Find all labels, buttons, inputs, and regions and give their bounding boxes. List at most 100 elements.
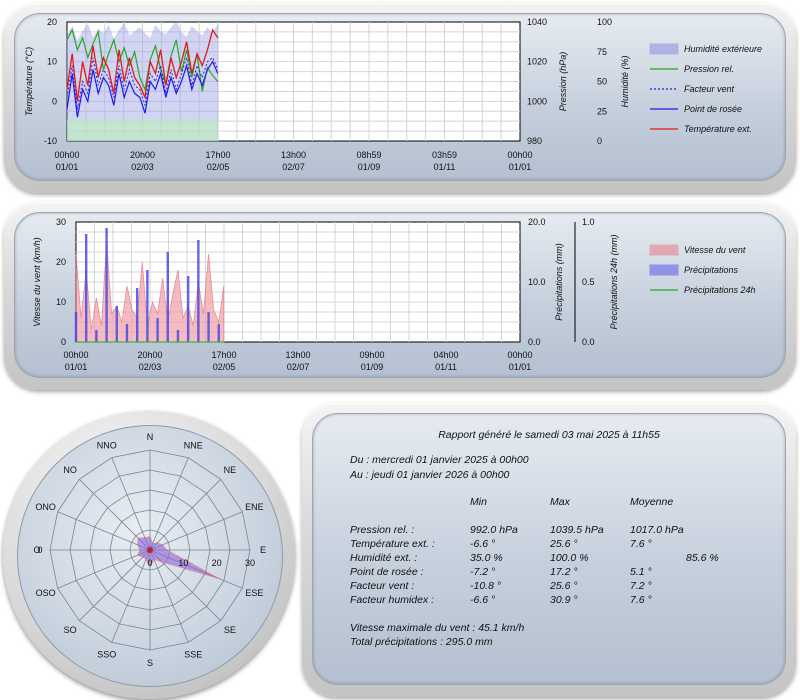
series-area-band [67, 119, 218, 141]
rose-spoke [111, 457, 151, 551]
rose-spoke [57, 511, 151, 551]
x-tick-date: 02/03 [139, 362, 162, 372]
precip-bar [186, 276, 190, 342]
x-tick-date: 01/11 [434, 162, 456, 172]
precip-bar [166, 252, 169, 342]
row-min: -6.6 ° [470, 538, 496, 550]
row-avg: 7.6 ° [630, 538, 652, 550]
y-axis-label-pressure: Pression (hPa) [558, 52, 568, 112]
row-label: Température ext. : [350, 538, 435, 550]
rose-direction-label: SE [224, 625, 236, 635]
y-axis-label-precip: Précipitations (mm) [554, 243, 564, 321]
rose-data-polygon [137, 536, 218, 579]
report-text: Rapport généré le samedi 03 mai 2025 à 1… [313, 414, 785, 684]
series-line-temperature [66, 28, 219, 102]
rose-radial-tick: 30 [245, 558, 255, 568]
precip-bar [115, 306, 118, 342]
row-max: 17.2 ° [550, 566, 578, 578]
rose-direction-label: NO [63, 465, 77, 475]
temperature-chart: 20100-101040102010009801007550250Tempéra… [24, 17, 762, 172]
rose-spoke [149, 457, 189, 551]
report-from: Du : mercredi 01 janvier 2025 à 00h00 [350, 454, 529, 466]
legend-label: Vitesse du vent [684, 245, 746, 255]
x-tick-time: 13h00 [285, 350, 310, 360]
row-min: -7.2 ° [470, 566, 496, 578]
precip-bar [125, 324, 129, 342]
x-tick-date: 02/07 [287, 362, 310, 372]
x-tick-time: 00h00 [63, 350, 88, 360]
x-tick-date: 01/09 [361, 362, 384, 372]
x-tick-date: 01/01 [509, 162, 532, 172]
row-avg: 1017.0 hPa [630, 524, 684, 536]
y-tick-precip24: 0.5 [582, 277, 595, 287]
header-avg: Moyenne [630, 496, 674, 508]
x-tick-date: 01/09 [358, 162, 381, 172]
row-max: 1039.5 hPa [550, 524, 604, 536]
rose-center [147, 547, 153, 553]
y-tick-left: 10 [56, 297, 66, 307]
y-tick-precip: 10.0 [528, 277, 546, 287]
x-tick-time: 13h00 [281, 150, 306, 160]
rose-direction-label: NNE [184, 441, 203, 451]
row-label: Facteur humidex : [350, 594, 435, 606]
row-min: 992.0 hPa [470, 524, 518, 536]
precip-bar [74, 312, 78, 342]
header-max: Max [550, 496, 570, 508]
row-avg: 7.2 ° [630, 580, 652, 592]
y-tick-pressure: 1000 [527, 96, 547, 106]
x-tick-time: 20h00 [137, 350, 162, 360]
rose-radial-tick: 10 [178, 558, 188, 568]
rose-direction-label: E [260, 545, 266, 555]
y-axis-label-humidity: Humidité (%) [620, 55, 630, 107]
rose-spoke [149, 511, 243, 551]
legend-label: Température ext. [684, 124, 752, 134]
x-tick-time: 04h00 [433, 350, 458, 360]
x-tick-time: 09h00 [359, 350, 384, 360]
y-tick-pressure: 980 [527, 136, 542, 146]
x-tick-date: 02/05 [207, 162, 230, 172]
x-tick-time: 20h00 [130, 150, 155, 160]
x-tick-date: 01/01 [509, 362, 532, 372]
precip-bar [105, 228, 108, 342]
rose-direction-label: SO [64, 625, 77, 635]
rose-radial-tick: 0 [37, 545, 42, 555]
y-tick-humidity: 25 [597, 106, 607, 116]
y-tick-pressure: 1020 [527, 57, 547, 67]
legend-swatch [649, 264, 679, 276]
series-area-humidite [66, 21, 219, 142]
y-tick-left: -10 [44, 136, 57, 146]
row-avg: 7.6 ° [630, 594, 652, 606]
y-tick-left: 20 [47, 17, 57, 27]
row-min: 35.0 % [470, 552, 503, 564]
x-tick-time: 08h59 [356, 150, 381, 160]
x-tick-date: 01/01 [56, 162, 79, 172]
rose-spoke [149, 479, 221, 551]
rose-direction-label: NNO [97, 441, 117, 451]
row-avg: 5.1 ° [630, 566, 652, 578]
rose-direction-label: SSE [184, 649, 202, 659]
y-tick-precip: 20.0 [528, 217, 546, 227]
y-tick-precip24: 1.0 [582, 217, 595, 227]
rose-direction-label: ENE [245, 502, 264, 512]
precip-bar [84, 234, 88, 342]
legend-label: Précipitations [684, 265, 739, 275]
y-tick-left: 0 [52, 96, 57, 106]
x-tick-date: 02/03 [131, 162, 154, 172]
precip-bar [95, 330, 98, 342]
rose-direction-label: SSO [97, 649, 116, 659]
series-area-vent [75, 241, 225, 343]
precip-bar [146, 270, 149, 342]
y-tick-precip24: 0.0 [582, 337, 595, 347]
series-line-pression [66, 28, 219, 92]
x-tick-time: 17h00 [205, 150, 230, 160]
rose-spoke [149, 549, 189, 643]
rose-direction-label: N [147, 432, 154, 442]
rose-direction-label: ESE [245, 588, 263, 598]
y-tick-left: 30 [56, 217, 66, 227]
precip-bar [156, 318, 159, 342]
rose-spoke [111, 549, 151, 643]
x-tick-date: 01/11 [435, 362, 457, 372]
legend-label: Humidité extérieure [684, 44, 762, 54]
y-tick-humidity: 50 [597, 77, 607, 87]
y-tick-pressure: 1040 [527, 17, 547, 27]
